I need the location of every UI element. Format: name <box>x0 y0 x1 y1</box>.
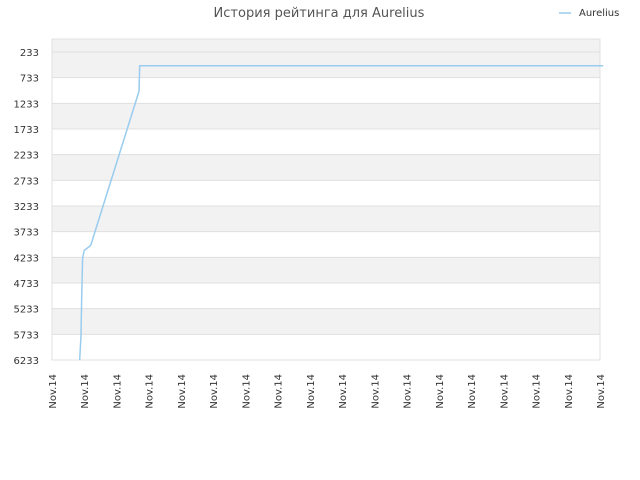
y-tick-label: 3733 <box>14 228 39 239</box>
x-tick-label: Nov.14 <box>403 374 414 409</box>
y-tick-label: 5233 <box>14 305 39 316</box>
x-tick-label: Nov.14 <box>274 374 285 409</box>
x-tick-label: Nov.14 <box>596 374 607 409</box>
x-tick-label: Nov.14 <box>435 374 446 409</box>
y-tick-label: 4233 <box>14 253 39 264</box>
x-tick-label: Nov.14 <box>48 374 59 409</box>
x-axis-ticks: Nov.14 Nov.14 Nov.14 Nov.14 Nov.14 Nov.14 Nov.… <box>48 374 607 409</box>
y-axis-ticks: 233 733 1233 1733 2233 2733 3233 3733 4233 4733 52… <box>14 48 39 367</box>
y-tick-label: 2733 <box>14 176 39 187</box>
y-tick-label: 6233 <box>14 356 39 367</box>
plot-band <box>52 206 600 232</box>
x-tick-label: Nov.14 <box>209 374 220 409</box>
plot-band <box>52 103 600 129</box>
plot-border <box>51 38 601 361</box>
x-tick-label: Nov.14 <box>306 374 317 409</box>
y-tick-label: 1733 <box>14 125 39 136</box>
x-tick-label: Nov.14 <box>564 374 575 409</box>
plot-band <box>52 154 600 181</box>
x-tick-label: Nov.14 <box>177 374 188 409</box>
x-tick-label: Nov.14 <box>112 374 123 409</box>
y-tick-label: 733 <box>20 74 39 85</box>
plot-band <box>52 39 600 78</box>
x-tick-label: Nov.14 <box>499 374 510 409</box>
plot-bands <box>52 39 600 335</box>
x-tick-label: Nov.14 <box>532 374 543 409</box>
series-line-aurelius <box>78 64 604 361</box>
plot-band <box>52 257 600 283</box>
y-tick-label: 3233 <box>14 202 39 213</box>
chart-title: История рейтинга для Aurelius <box>214 6 425 21</box>
legend: Aurelius <box>559 8 619 19</box>
x-tick-label: Nov.14 <box>145 374 156 409</box>
x-tick-label: Nov.14 <box>241 374 252 409</box>
y-tick-label: 5733 <box>14 330 39 341</box>
y-tick-label: 4733 <box>14 279 39 290</box>
y-tick-label: 2233 <box>14 151 39 162</box>
y-tick-label: 1233 <box>14 99 39 110</box>
x-tick-label: Nov.14 <box>80 374 91 409</box>
x-tick-label: Nov.14 <box>467 374 478 409</box>
plot-band <box>52 308 600 335</box>
series-layer <box>78 64 604 361</box>
x-tick-label: Nov.14 <box>370 374 381 409</box>
y-tick-label: 233 <box>20 48 39 59</box>
x-tick-label: Nov.14 <box>338 374 349 409</box>
legend-label: Aurelius <box>579 8 619 19</box>
